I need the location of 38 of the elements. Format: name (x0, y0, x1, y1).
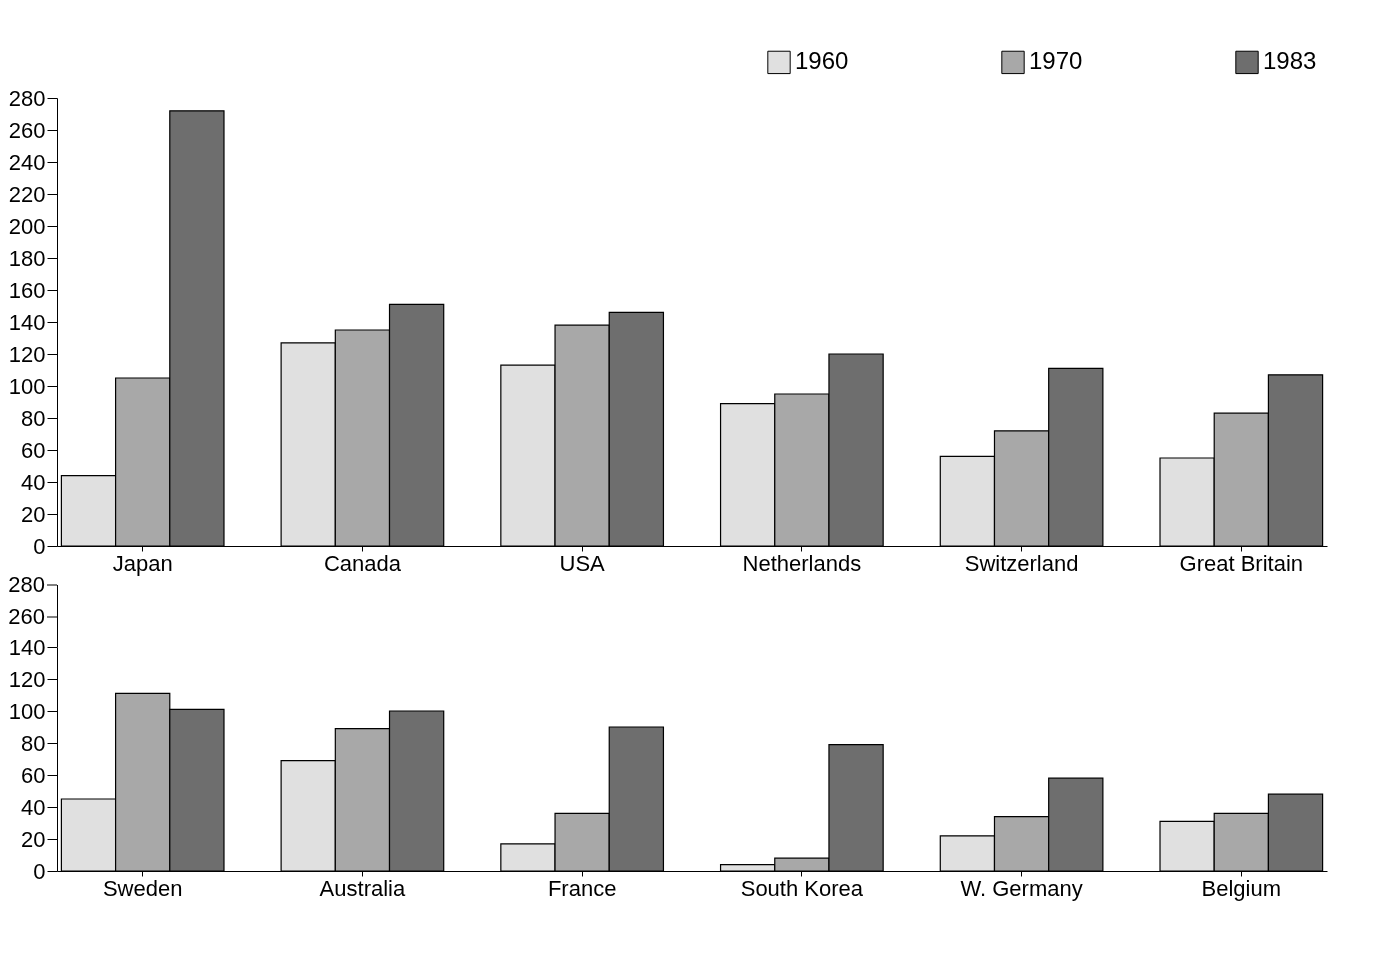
y-tick-label: 160 (8, 277, 46, 303)
y-tick-label: 100 (8, 373, 46, 399)
x-tick-label: Netherlands (742, 550, 862, 576)
y-tick-label: 140 (8, 634, 46, 660)
x-tick-label: Belgium (1201, 875, 1282, 901)
y-tick-label: 220 (8, 181, 46, 207)
y-tick-label: 240 (8, 149, 46, 175)
x-tick-label: USA (559, 550, 606, 576)
x-tick-label: Sweden (102, 875, 183, 901)
x-tick-label: Canada (323, 550, 402, 576)
y-tick-label: 60 (21, 437, 46, 463)
x-tick-label: W. Germany (960, 875, 1083, 901)
y-tick-label: 20 (21, 501, 46, 527)
legend-label: 1983 (1263, 47, 1317, 75)
legend-label: 1960 (795, 47, 849, 75)
y-tick-label: 0 (33, 858, 46, 884)
x-tick-label: South Korea (740, 875, 864, 901)
y-tick-label: 0 (33, 533, 46, 559)
y-tick-label: 100 (8, 698, 46, 724)
legend-label: 1970 (1029, 47, 1083, 75)
y-tick-label: 140 (8, 309, 46, 335)
y-tick-label: 120 (8, 666, 46, 692)
y-tick-label: 20 (21, 826, 46, 852)
y-tick-label: 40 (21, 794, 46, 820)
x-tick-label: Australia (319, 875, 406, 901)
y-tick-label: 60 (21, 762, 46, 788)
y-tick-label: 180 (8, 245, 46, 271)
x-tick-label: Switzerland (964, 550, 1079, 576)
y-tick-label: 120 (8, 341, 46, 367)
x-tick-label: France (547, 875, 617, 901)
y-tick-label: 40 (21, 469, 46, 495)
y-tick-label: 200 (8, 213, 46, 239)
x-tick-label: Great Britain (1179, 550, 1304, 576)
y-tick-label: 260 (8, 117, 46, 143)
y-tick-label: 80 (21, 730, 46, 756)
y-tick-label: 280 (8, 85, 46, 111)
y-tick-label: 80 (21, 405, 46, 431)
x-tick-label: Japan (112, 550, 173, 576)
